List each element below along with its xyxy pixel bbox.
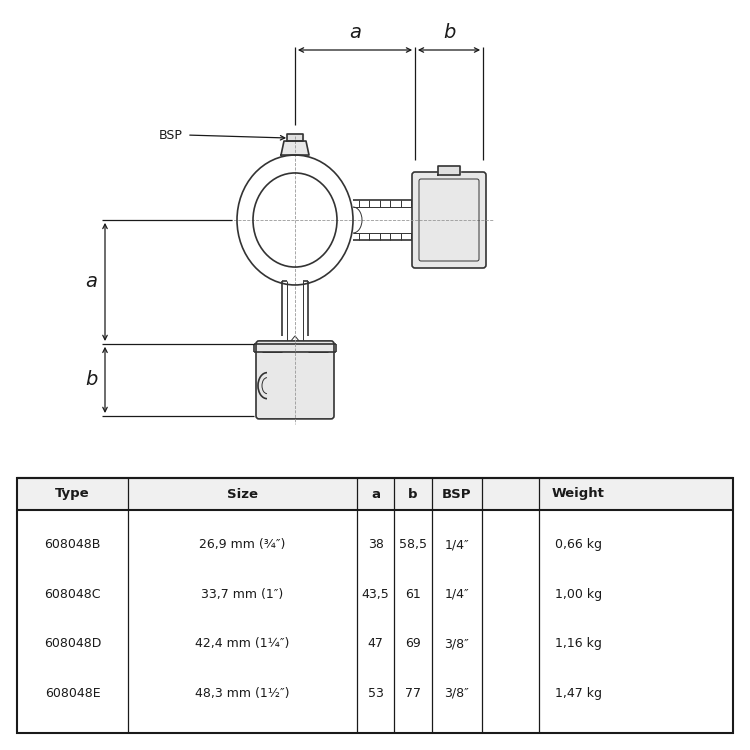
Text: a: a	[349, 23, 361, 42]
Text: a: a	[371, 488, 380, 500]
Text: 608048E: 608048E	[45, 687, 100, 700]
Text: BSP: BSP	[159, 128, 183, 142]
Text: 3/8″: 3/8″	[444, 687, 469, 700]
Text: 69: 69	[405, 638, 421, 650]
Bar	[17, 478, 733, 510]
Text: b: b	[85, 370, 98, 389]
FancyBboxPatch shape	[256, 341, 334, 419]
Polygon shape	[287, 134, 303, 141]
Bar	[17, 478, 733, 733]
Text: 43,5: 43,5	[362, 588, 389, 601]
Text: 53: 53	[368, 687, 384, 700]
Text: 1/4″: 1/4″	[444, 538, 469, 551]
Text: 608048D: 608048D	[44, 638, 101, 650]
Text: a: a	[85, 272, 97, 292]
Polygon shape	[281, 141, 309, 155]
Polygon shape	[438, 166, 460, 175]
Text: 58,5: 58,5	[399, 538, 427, 551]
Text: b: b	[442, 23, 455, 42]
Text: 3/8″: 3/8″	[444, 638, 469, 650]
Text: 77: 77	[405, 687, 421, 700]
Text: 38: 38	[368, 538, 384, 551]
Text: 48,3 mm (1½″): 48,3 mm (1½″)	[195, 687, 290, 700]
Text: 608048C: 608048C	[44, 588, 100, 601]
Text: b: b	[408, 488, 418, 500]
Text: 1,47 kg: 1,47 kg	[555, 687, 602, 700]
Text: 33,7 mm (1″): 33,7 mm (1″)	[202, 588, 284, 601]
Text: 608048B: 608048B	[44, 538, 100, 551]
Text: 1/4″: 1/4″	[444, 588, 469, 601]
Text: 47: 47	[368, 638, 384, 650]
FancyBboxPatch shape	[412, 172, 486, 268]
Text: 42,4 mm (1¼″): 42,4 mm (1¼″)	[195, 638, 290, 650]
Text: Size: Size	[227, 488, 258, 500]
Text: BSP: BSP	[442, 488, 471, 500]
Text: 61: 61	[405, 588, 421, 601]
Text: 26,9 mm (¾″): 26,9 mm (¾″)	[200, 538, 286, 551]
Text: 0,66 kg: 0,66 kg	[555, 538, 602, 551]
Text: Type: Type	[56, 488, 90, 500]
Text: 1,16 kg: 1,16 kg	[555, 638, 602, 650]
Text: 1,00 kg: 1,00 kg	[555, 588, 602, 601]
Text: Weight: Weight	[552, 488, 604, 500]
